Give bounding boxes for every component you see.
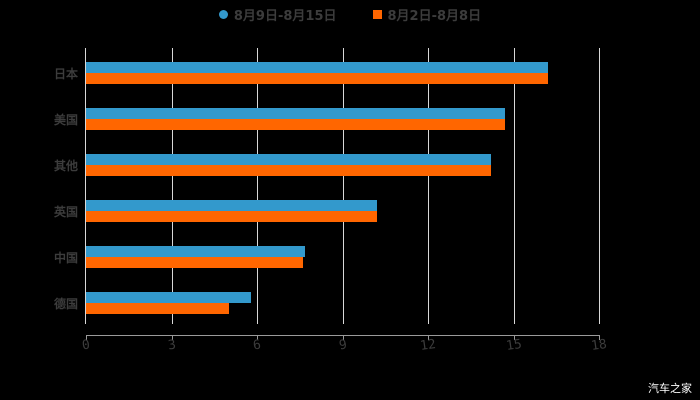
gridline [599, 48, 600, 324]
bar[interactable] [86, 73, 548, 84]
chart-legend: 8月9日-8月15日 8月2日-8月8日 [0, 5, 700, 24]
x-tick [599, 335, 600, 340]
x-tick [257, 335, 258, 340]
category-label: 英国 [53, 205, 78, 219]
bar[interactable] [86, 62, 548, 73]
bar[interactable] [86, 246, 306, 257]
x-tick-label: 6 [252, 337, 262, 354]
x-tick-label: 9 [337, 337, 348, 354]
bar[interactable] [86, 200, 377, 211]
gridline [428, 48, 429, 324]
bar[interactable] [86, 108, 505, 119]
legend-label: 8月2日-8月8日 [387, 8, 482, 24]
x-tick [513, 335, 515, 340]
bar[interactable] [86, 211, 377, 222]
legend-item-series-2[interactable]: 8月2日-8月8日 [372, 5, 482, 24]
bar[interactable] [86, 303, 229, 314]
category-label: 其他 [53, 159, 78, 173]
legend-square-icon [372, 9, 382, 19]
x-tick-label: 15 [504, 336, 523, 355]
y-axis-line [85, 48, 86, 324]
x-tick-label: 18 [590, 336, 608, 355]
watermark: 汽车之家 [648, 382, 692, 395]
bar[interactable] [86, 154, 491, 165]
x-tick [171, 335, 173, 340]
x-tick [86, 335, 87, 340]
legend-circle-icon [218, 9, 228, 19]
category-label: 日本 [53, 67, 78, 81]
category-label: 美国 [53, 113, 78, 127]
gridline [342, 48, 344, 324]
x-tick-label: 12 [419, 336, 437, 355]
bar[interactable] [86, 165, 491, 176]
bar[interactable] [86, 292, 252, 303]
gridline [513, 48, 515, 324]
x-tick-label: 3 [166, 337, 177, 354]
x-tick [342, 335, 344, 340]
x-tick [428, 335, 429, 340]
category-label: 中国 [53, 251, 78, 265]
bar[interactable] [86, 257, 303, 268]
legend-item-series-1[interactable]: 8月9日-8月15日 [218, 5, 337, 24]
x-tick-label: 0 [81, 337, 91, 354]
bar[interactable] [86, 119, 505, 130]
gridline [257, 48, 258, 324]
legend-label: 8月9日-8月15日 [233, 8, 337, 24]
gridline [171, 48, 173, 324]
category-label: 德国 [53, 297, 78, 311]
